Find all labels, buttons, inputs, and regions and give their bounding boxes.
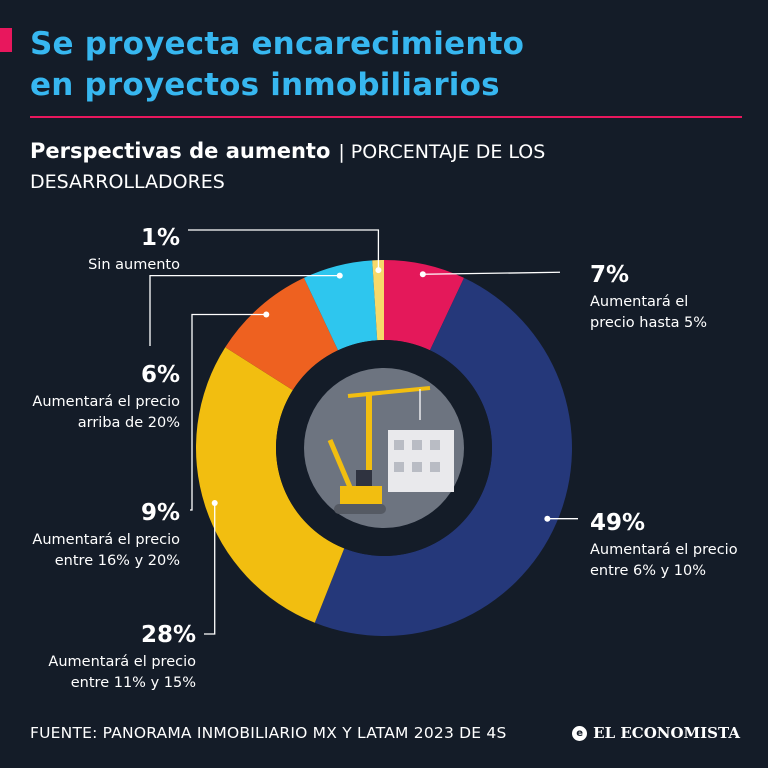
slice-percentage: 1% bbox=[141, 225, 180, 251]
construction-crane-icon bbox=[304, 368, 464, 528]
slice-description: entre 6% y 10% bbox=[590, 563, 706, 579]
donut-slice-9 bbox=[225, 277, 339, 391]
slice-percentage: 49% bbox=[590, 510, 645, 536]
subtitle-bold: Perspectivas de aumento bbox=[30, 139, 331, 163]
slice-description: Aumentará el precio bbox=[48, 654, 196, 670]
leader-line bbox=[422, 271, 561, 275]
leader-line bbox=[190, 313, 267, 511]
leader-dot bbox=[544, 515, 551, 522]
leader-dot bbox=[336, 272, 343, 279]
leader-dot bbox=[419, 271, 426, 278]
leader-dot bbox=[211, 500, 218, 507]
slice-description: Aumentará el bbox=[590, 294, 688, 310]
title-divider bbox=[30, 116, 742, 118]
leader-dot bbox=[375, 267, 382, 274]
slice-description: Sin aumento bbox=[88, 257, 180, 273]
subtitle-light: PORCENTAJE DE LOS DESARROLLADORES bbox=[30, 141, 546, 193]
brand-name: EL ECONOMISTA bbox=[593, 724, 740, 742]
brand-icon: e bbox=[572, 725, 588, 741]
donut-slice-7 bbox=[384, 260, 465, 351]
leader-dot bbox=[263, 311, 270, 318]
donut-slice-6 bbox=[303, 260, 378, 351]
slice-description: arriba de 20% bbox=[78, 415, 180, 431]
leader-line bbox=[149, 274, 340, 346]
slice-description: Aumentará el precio bbox=[32, 394, 180, 410]
slice-labels: 7% Aumentará el precio hasta 5% 49% Aumentar… bbox=[32, 225, 737, 691]
slice-percentage: 6% bbox=[141, 362, 180, 388]
brand-logo: e EL ECONOMISTA bbox=[572, 724, 740, 742]
slice-description: entre 11% y 15% bbox=[71, 675, 196, 691]
subtitle-separator: | bbox=[338, 141, 345, 163]
title-line-2: en proyectos inmobiliarios bbox=[30, 67, 500, 103]
slice-percentage: 28% bbox=[141, 622, 196, 648]
donut-slice-1 bbox=[372, 260, 384, 341]
source-note: FUENTE: PANORAMA INMOBILIARIO MX Y LATAM… bbox=[30, 724, 507, 742]
chart-subtitle: Perspectivas de aumento | PORCENTAJE DE LO… bbox=[30, 136, 730, 197]
title-line-1: Se proyecta encarecimiento bbox=[30, 26, 525, 62]
slice-percentage: 9% bbox=[141, 500, 180, 526]
page-title: Se proyecta encarecimiento en proyectos … bbox=[30, 24, 750, 106]
slice-description: Aumentará el precio bbox=[590, 542, 738, 558]
leader-line bbox=[188, 229, 380, 271]
donut-slice-28 bbox=[196, 347, 345, 623]
accent-bar bbox=[0, 28, 12, 52]
slice-description: Aumentará el precio bbox=[32, 532, 180, 548]
leader-line bbox=[204, 503, 216, 635]
slice-description: entre 16% y 20% bbox=[55, 553, 180, 569]
slice-description: precio hasta 5% bbox=[590, 315, 707, 331]
slice-percentage: 7% bbox=[590, 262, 629, 288]
donut-slices bbox=[196, 260, 572, 636]
donut-slice-49 bbox=[314, 277, 572, 636]
